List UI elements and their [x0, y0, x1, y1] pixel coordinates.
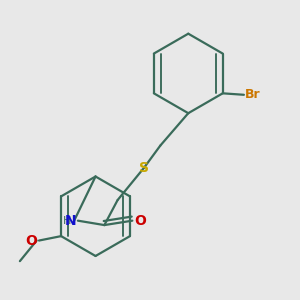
Text: N: N [65, 214, 76, 228]
Text: O: O [135, 214, 147, 228]
Text: Br: Br [245, 88, 261, 101]
Text: H: H [63, 216, 72, 226]
Text: S: S [139, 161, 149, 175]
Text: O: O [25, 233, 37, 248]
